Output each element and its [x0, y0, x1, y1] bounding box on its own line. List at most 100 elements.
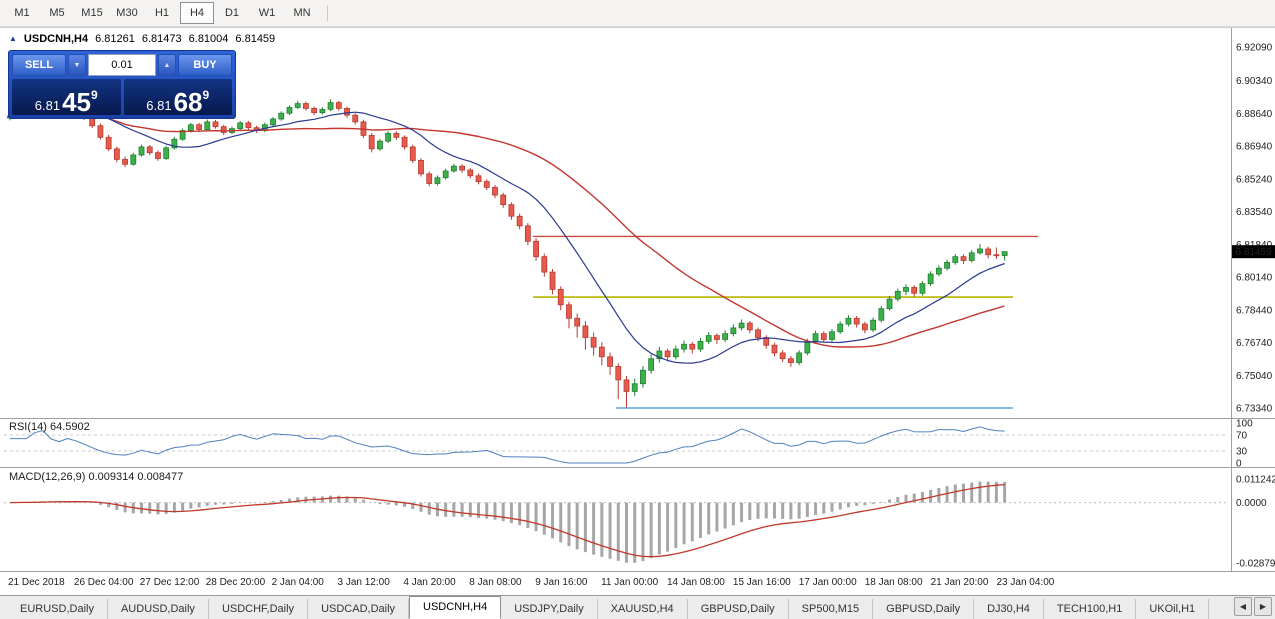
symbol-tab-dj30-h4[interactable]: DJ30,H4: [974, 599, 1044, 619]
svg-text:9 Jan 16:00: 9 Jan 16:00: [535, 577, 588, 588]
ma-slow-line: [9, 111, 1005, 348]
symbol-tab-audusd-daily[interactable]: AUDUSD,Daily: [108, 599, 209, 619]
svg-text:15 Jan 16:00: 15 Jan 16:00: [733, 577, 791, 588]
symbol-tab-usdjpy-daily[interactable]: USDJPY,Daily: [501, 599, 598, 619]
symbol-tabbar: EURUSD,Daily AUDUSD,Daily USDCHF,Daily USDC…: [0, 595, 1275, 619]
chart-window: 6.92090 6.90340 6.88640 6.86940 6.85240 6.835…: [0, 27, 1275, 595]
svg-text:6.80140: 6.80140: [1236, 273, 1273, 284]
ohlc-low: 6.81004: [188, 33, 229, 45]
svg-text:6.83540: 6.83540: [1236, 207, 1273, 218]
timeframe-button-m1[interactable]: M1: [14, 7, 30, 19]
symbol-tab-usdcad-daily[interactable]: USDCAD,Daily: [308, 599, 410, 619]
macd-indicator-label: MACD(12,26,9) 0.009314 0.008477: [9, 471, 184, 483]
svg-text:14 Jan 08:00: 14 Jan 08:00: [667, 577, 725, 588]
macd-panel: 0.011242 0.0000 -0.028797: [4, 475, 1275, 570]
timeframe-button-m15[interactable]: M15: [81, 7, 103, 19]
svg-text:6.90340: 6.90340: [1236, 76, 1273, 87]
macd-signal-line: [9, 483, 1005, 558]
sell-price-display[interactable]: 6.81 45 9: [12, 79, 121, 115]
svg-text:0.011242: 0.011242: [1236, 475, 1275, 486]
svg-text:6.75040: 6.75040: [1236, 371, 1273, 382]
svg-text:23 Jan 04:00: 23 Jan 04:00: [997, 577, 1055, 588]
symbol-tab-eurusd-daily[interactable]: EURUSD,Daily: [7, 599, 108, 619]
symbol-tab-gbpusd-daily[interactable]: GBPUSD,Daily: [688, 599, 789, 619]
svg-text:17 Jan 00:00: 17 Jan 00:00: [799, 577, 857, 588]
price-chart-canvas[interactable]: 6.92090 6.90340 6.88640 6.86940 6.85240 6.835…: [0, 28, 1275, 596]
sell-price-pips: 45: [62, 86, 92, 117]
buy-button[interactable]: BUY: [178, 54, 232, 76]
buy-price-prefix: 6.81: [146, 97, 172, 113]
chevron-up-icon: ▲: [163, 61, 171, 69]
svg-text:21 Jan 20:00: 21 Jan 20:00: [931, 577, 989, 588]
buy-price-display[interactable]: 6.81 68 9: [123, 79, 232, 117]
symbol-tab-usdchf-daily[interactable]: USDCHF,Daily: [209, 599, 309, 619]
svg-text:70: 70: [1236, 431, 1248, 442]
ohlc-open: 6.81261: [95, 33, 135, 45]
svg-text:3 Jan 12:00: 3 Jan 12:00: [338, 577, 391, 588]
svg-text:18 Jan 08:00: 18 Jan 08:00: [865, 577, 923, 588]
lot-size-input[interactable]: 0.01: [88, 54, 156, 76]
svg-text:6.92090: 6.92090: [1236, 43, 1273, 54]
rsi-line: [10, 426, 1005, 464]
sell-button[interactable]: SELL: [12, 54, 66, 76]
timeframe-button-m30[interactable]: M30: [116, 7, 138, 19]
svg-text:8 Jan 08:00: 8 Jan 08:00: [469, 577, 522, 588]
svg-text:11 Jan 00:00: 11 Jan 00:00: [601, 577, 659, 588]
svg-text:6.76740: 6.76740: [1236, 338, 1273, 349]
current-price-tag: 6.81459: [1232, 245, 1275, 259]
svg-text:100: 100: [1236, 419, 1253, 430]
timeframe-button-mn[interactable]: MN: [293, 7, 311, 19]
symbol-tab-ukoil-h1[interactable]: UKOil,H1: [1136, 599, 1210, 619]
time-axis-labels: 21 Dec 2018 26 Dec 04:00 27 Dec 12:00 28 De…: [8, 577, 1055, 588]
chart-header: ▲ USDCNH,H4 6.81261 6.81473 6.81004 6.81…: [9, 33, 275, 45]
svg-text:6.81459: 6.81459: [1236, 247, 1273, 258]
price-axis-labels: 6.92090 6.90340 6.88640 6.86940 6.85240 6.835…: [1236, 43, 1273, 415]
timeframe-button-d1[interactable]: D1: [224, 7, 240, 19]
svg-text:0: 0: [1236, 459, 1242, 470]
buy-price-pipette: 9: [202, 88, 210, 102]
chart-symbol-label: USDCNH,H4: [23, 33, 89, 45]
rsi-indicator-label: RSI(14) 64.5902: [9, 421, 90, 433]
svg-text:6.88640: 6.88640: [1236, 109, 1273, 120]
svg-text:6.86940: 6.86940: [1236, 142, 1273, 153]
timeframe-button-m5[interactable]: M5: [49, 7, 65, 19]
symbol-tab-xauusd-h4[interactable]: XAUUSD,H4: [598, 599, 688, 619]
sell-price-prefix: 6.81: [34, 97, 61, 113]
buy-price-pips: 68: [173, 86, 203, 117]
ma-fast-line: [9, 111, 1005, 364]
tab-scroll-right-button[interactable]: ▶: [1254, 597, 1272, 616]
svg-text:30: 30: [1236, 447, 1248, 458]
timeframe-toolbar: M1 M5 M15 M30 H1 H4 D1 W1 MN: [0, 0, 1275, 27]
tab-scroll-left-button[interactable]: ◀: [1234, 597, 1252, 616]
one-click-panel-toggle-icon[interactable]: ▲: [9, 34, 17, 43]
tabbar-scroll-controls: ◀ ▶: [1230, 597, 1272, 616]
sell-price-pipette: 9: [91, 88, 98, 102]
svg-text:6.78440: 6.78440: [1236, 305, 1273, 316]
lot-increase-button[interactable]: ▲: [158, 54, 176, 76]
timeframe-button-h4[interactable]: H4: [180, 2, 214, 24]
svg-text:0.0000: 0.0000: [1236, 498, 1267, 509]
svg-text:-0.028797: -0.028797: [1236, 559, 1275, 570]
svg-text:6.85240: 6.85240: [1236, 174, 1273, 185]
svg-text:21 Dec 2018: 21 Dec 2018: [8, 577, 65, 588]
symbol-tab-sp500-m15[interactable]: SP500,M15: [789, 599, 874, 619]
chevron-down-icon: ▼: [73, 61, 81, 69]
symbol-tab-tech100-h1[interactable]: TECH100,H1: [1044, 599, 1137, 619]
timeframe-button-w1[interactable]: W1: [258, 7, 276, 19]
symbol-tab-gbpusd-daily[interactable]: GBPUSD,Daily: [873, 599, 975, 619]
arrow-left-icon: ◀: [1239, 602, 1247, 611]
timeframe-button-h1[interactable]: H1: [154, 7, 170, 19]
toolbar-separator: [327, 5, 328, 21]
horizontal-lines-layer[interactable]: [533, 235, 1038, 409]
candles-layer: [7, 99, 1008, 408]
svg-text:2 Jan 04:00: 2 Jan 04:00: [272, 577, 325, 588]
ohlc-close: 6.81459: [235, 33, 276, 45]
svg-text:26 Dec 04:00: 26 Dec 04:00: [74, 577, 134, 588]
moving-averages-layer: [9, 111, 1005, 364]
svg-text:27 Dec 12:00: 27 Dec 12:00: [140, 577, 200, 588]
lot-decrease-button[interactable]: ▼: [68, 54, 86, 76]
symbol-tab-usdcnh-h4[interactable]: USDCNH,H4: [409, 596, 502, 619]
panel-splitters[interactable]: [0, 28, 1275, 572]
